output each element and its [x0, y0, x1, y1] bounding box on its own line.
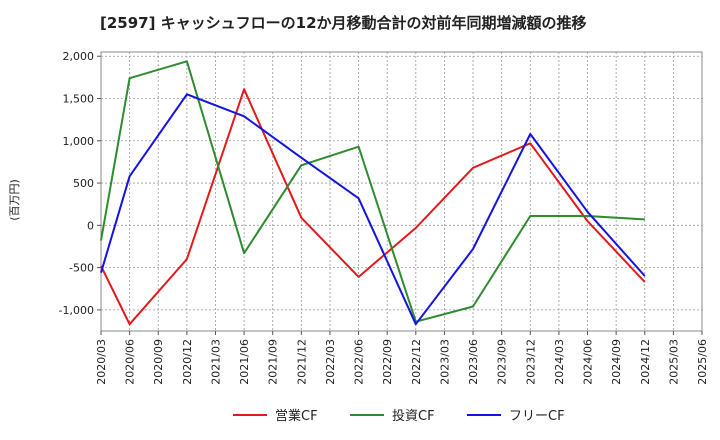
x-tick-label: 2021/09 — [267, 339, 280, 385]
y-tick-label: 1,000 — [63, 135, 95, 148]
legend-label: フリーCF — [509, 409, 565, 424]
x-tick-label: 2022/03 — [324, 339, 337, 385]
y-axis-label: (百万円) — [8, 179, 21, 221]
legend-item: フリーCF — [467, 409, 565, 424]
x-tick-label: 2021/06 — [238, 339, 251, 385]
y-tick-label: -500 — [69, 262, 94, 275]
series-layer — [100, 60, 646, 326]
x-tick-label: 2023/12 — [524, 339, 537, 385]
x-tick-label: 2021/03 — [209, 339, 222, 385]
x-tick-label: 2024/03 — [553, 339, 566, 385]
y-tick-label: 500 — [73, 177, 94, 190]
x-tick-label: 2020/12 — [181, 339, 194, 385]
x-tick-label: 2025/03 — [667, 339, 680, 385]
legend-item: 営業CF — [233, 408, 318, 424]
x-tick-label: 2021/12 — [295, 339, 308, 385]
legend-label: 投資CF — [392, 408, 435, 424]
x-tick-label: 2023/06 — [467, 339, 480, 385]
y-tick-label: 0 — [87, 219, 94, 232]
x-tick-label: 2022/09 — [381, 339, 394, 385]
x-tick-label: 2020/06 — [124, 339, 137, 385]
x-tick-label: 2022/06 — [353, 339, 366, 385]
x-tick-label: 2024/06 — [582, 339, 595, 385]
legend-label: 営業CF — [275, 408, 318, 424]
x-tick-label: 2020/09 — [152, 339, 165, 385]
x-tick-label: 2024/12 — [639, 339, 652, 385]
legend-item: 投資CF — [350, 408, 435, 424]
plot-area — [100, 51, 703, 332]
x-tick-label: 2023/09 — [496, 339, 509, 385]
axes: 2,000 1,500 1,000 500 0 -500 -1,000 2020/03 2020… — [59, 50, 709, 384]
series-line — [100, 60, 645, 323]
chart-title: [2597] キャッシュフローの12か月移動合計の対前年同期増減額の推移 — [100, 14, 587, 32]
y-tick-label: 1,500 — [63, 93, 95, 106]
y-tick-label: 2,000 — [63, 50, 95, 63]
series-line — [100, 88, 646, 326]
series-line — [100, 93, 646, 326]
x-tick-label: 2025/06 — [696, 339, 709, 385]
legend: 営業CF 投資CF フリーCF — [233, 408, 565, 424]
x-tick-label: 2022/12 — [410, 339, 423, 385]
grid — [100, 51, 703, 332]
y-tick-label: -1,000 — [59, 304, 94, 317]
x-tick-label: 2020/03 — [95, 339, 108, 385]
x-tick-label: 2023/03 — [438, 339, 451, 385]
x-tick-label: 2024/09 — [610, 339, 623, 385]
